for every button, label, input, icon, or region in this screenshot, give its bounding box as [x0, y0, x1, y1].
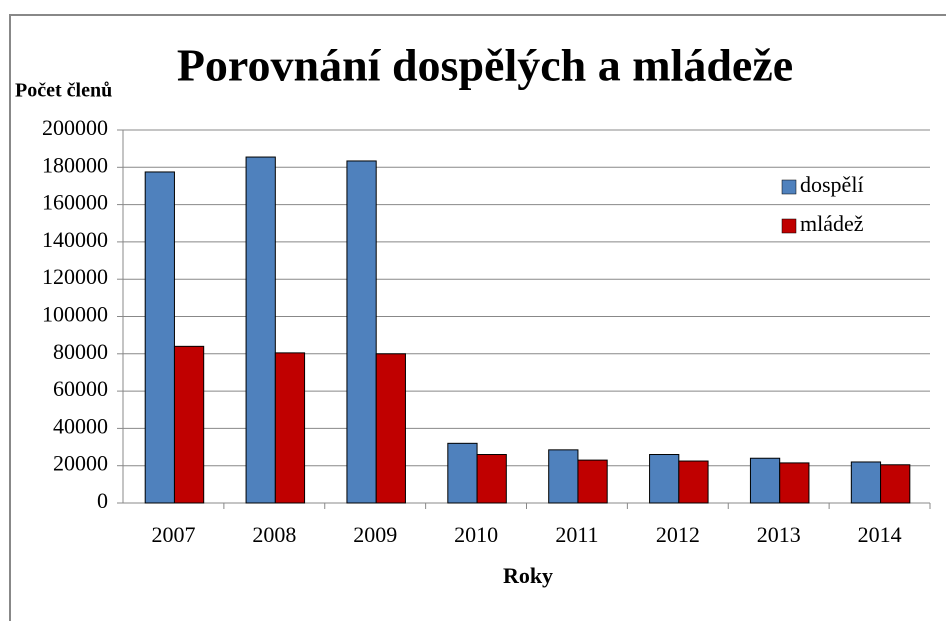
y-tick-label: 20000: [53, 451, 108, 476]
bar: [476, 454, 507, 504]
x-tick-label: 2012: [656, 522, 700, 547]
legend-swatch: [781, 179, 797, 195]
bar: [678, 460, 709, 504]
bar: [274, 352, 306, 504]
x-tick-label: 2014: [858, 522, 902, 547]
legend-label: dospělí: [800, 172, 864, 197]
y-tick-label: 0: [97, 488, 108, 513]
legend-label: mládež: [800, 211, 864, 236]
bar: [649, 454, 680, 504]
bar: [173, 345, 205, 504]
bar: [577, 459, 608, 504]
bar: [144, 171, 175, 504]
bar: [749, 457, 781, 504]
y-axis-label: Počet členů: [15, 80, 112, 102]
bar: [850, 461, 882, 504]
bar: [447, 442, 478, 504]
bar: [779, 462, 810, 504]
y-tick-label: 160000: [42, 190, 108, 215]
y-tick-label: 60000: [53, 376, 108, 401]
x-tick-label: 2011: [555, 522, 598, 547]
x-tick-label: 2007: [151, 522, 195, 547]
y-tick-label: 80000: [53, 339, 108, 364]
x-tick-label: 2008: [252, 522, 296, 547]
chart-title: Porovnání dospělých a mládeže: [177, 40, 793, 91]
legend-swatch: [781, 218, 797, 234]
bar: [375, 353, 406, 504]
x-tick-label: 2009: [353, 522, 397, 547]
x-tick-label: 2013: [757, 522, 801, 547]
bar: [880, 464, 911, 504]
x-tick-label: 2010: [454, 522, 498, 547]
y-tick-label: 180000: [42, 152, 108, 177]
y-tick-label: 140000: [42, 227, 108, 252]
bar: [245, 156, 276, 504]
y-tick-label: 120000: [42, 264, 108, 289]
x-axis-label: Roky: [503, 563, 553, 588]
y-tick-label: 200000: [42, 115, 108, 140]
y-tick-label: 40000: [53, 413, 108, 438]
bar: [548, 449, 579, 504]
bar: [346, 160, 377, 504]
y-tick-label: 100000: [42, 302, 108, 327]
